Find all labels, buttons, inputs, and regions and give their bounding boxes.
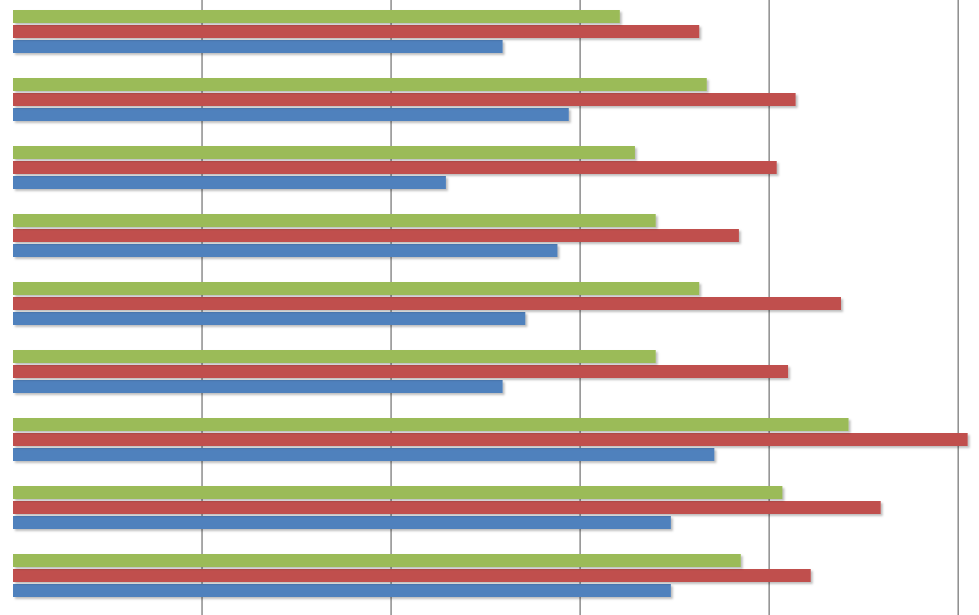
bar — [13, 312, 526, 325]
bar — [13, 486, 783, 499]
bar — [13, 365, 789, 378]
bar — [13, 554, 741, 567]
bar — [13, 297, 841, 310]
bar — [13, 176, 446, 189]
bar — [13, 433, 968, 446]
bar — [13, 569, 811, 582]
bar — [13, 78, 707, 91]
bar — [13, 40, 503, 53]
bar — [13, 282, 700, 295]
bar — [13, 146, 635, 159]
bar — [13, 516, 671, 529]
bar — [13, 161, 777, 174]
bar — [13, 418, 849, 431]
bar — [13, 350, 656, 363]
bar — [13, 229, 739, 242]
bar — [13, 214, 656, 227]
bar — [13, 108, 569, 121]
bar — [13, 25, 700, 38]
bar — [13, 448, 715, 461]
bar — [13, 93, 796, 106]
bar — [13, 584, 671, 597]
bar — [13, 501, 881, 514]
bar — [13, 244, 558, 257]
bar — [13, 10, 620, 23]
bar — [13, 380, 503, 393]
